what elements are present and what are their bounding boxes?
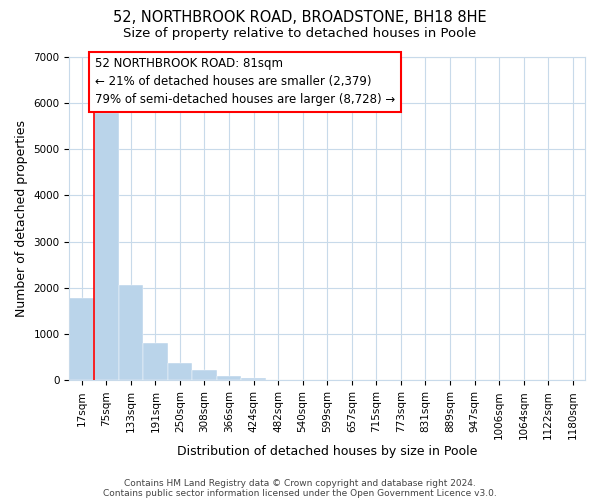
- Text: Contains HM Land Registry data © Crown copyright and database right 2024.: Contains HM Land Registry data © Crown c…: [124, 478, 476, 488]
- Text: 52, NORTHBROOK ROAD, BROADSTONE, BH18 8HE: 52, NORTHBROOK ROAD, BROADSTONE, BH18 8H…: [113, 10, 487, 25]
- Bar: [217, 376, 241, 380]
- Bar: [119, 285, 143, 380]
- Text: Contains public sector information licensed under the Open Government Licence v3: Contains public sector information licen…: [103, 488, 497, 498]
- X-axis label: Distribution of detached houses by size in Poole: Distribution of detached houses by size …: [177, 444, 478, 458]
- Y-axis label: Number of detached properties: Number of detached properties: [15, 120, 28, 317]
- Bar: [241, 378, 266, 380]
- Text: 52 NORTHBROOK ROAD: 81sqm
← 21% of detached houses are smaller (2,379)
79% of se: 52 NORTHBROOK ROAD: 81sqm ← 21% of detac…: [95, 58, 395, 106]
- Bar: [94, 113, 119, 380]
- Bar: [167, 364, 192, 380]
- Bar: [192, 370, 217, 380]
- Bar: [70, 298, 94, 380]
- Text: Size of property relative to detached houses in Poole: Size of property relative to detached ho…: [124, 28, 476, 40]
- Bar: [143, 342, 167, 380]
